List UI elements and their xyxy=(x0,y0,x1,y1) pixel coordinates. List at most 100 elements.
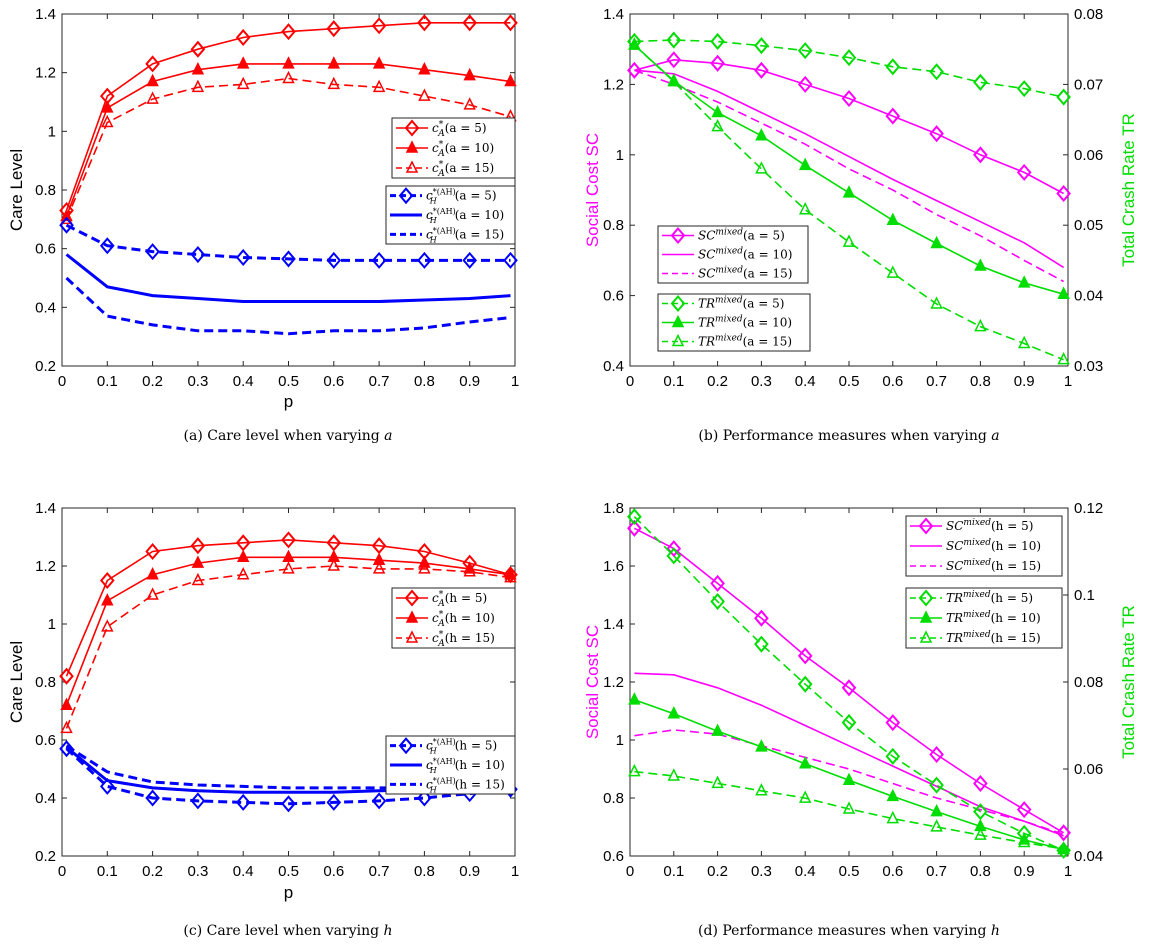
data-point xyxy=(930,819,943,832)
data-point xyxy=(60,720,73,734)
legend-entry-label: c* A(a = 10) xyxy=(432,140,494,159)
y-tick-label: 1.2 xyxy=(603,674,624,691)
data-point xyxy=(59,667,74,685)
data-point xyxy=(372,56,386,69)
y-right-tick-label: 0.08 xyxy=(1074,674,1103,691)
y-tick-label: 0.2 xyxy=(35,848,56,865)
x-tick-label: 0.6 xyxy=(323,863,344,880)
data-point xyxy=(418,88,431,101)
data-point xyxy=(235,28,251,47)
data-point xyxy=(101,593,114,606)
data-point xyxy=(841,679,857,697)
data-point xyxy=(99,571,115,590)
y-right-tick-label: 0.06 xyxy=(1074,147,1103,164)
data-point xyxy=(754,37,769,55)
data-point xyxy=(1057,286,1070,299)
data-point xyxy=(145,243,160,261)
data-point xyxy=(842,801,856,814)
series-2 xyxy=(634,69,1064,283)
series-line xyxy=(634,69,1065,269)
x-tick-label: 0 xyxy=(626,373,634,390)
series-line xyxy=(634,39,1064,98)
legend-marker xyxy=(919,610,933,623)
data-point xyxy=(1057,841,1070,854)
data-point xyxy=(236,76,250,90)
data-point xyxy=(1056,184,1071,203)
data-point xyxy=(60,211,73,225)
legend-entry-label: c*(AH) H (a = 15) xyxy=(426,226,504,244)
data-point xyxy=(145,55,160,73)
data-point xyxy=(327,76,341,90)
series-1 xyxy=(634,672,1064,837)
series-2 xyxy=(60,558,517,734)
x-tick-label: 0.8 xyxy=(970,373,991,390)
series-line xyxy=(634,770,1064,850)
y-tick-label: 0.2 xyxy=(35,358,56,375)
legend-marker xyxy=(405,610,419,623)
legend-marker xyxy=(670,226,686,245)
x-tick-label: 0.3 xyxy=(751,373,772,390)
data-point xyxy=(667,706,681,719)
data-point xyxy=(974,318,987,332)
data-point xyxy=(710,32,725,50)
data-point xyxy=(190,245,206,264)
legend-entry-label: SCmixed(h = 15) xyxy=(946,558,1041,573)
x-tick-label: 0.7 xyxy=(369,373,390,390)
data-point xyxy=(191,555,205,568)
legend-marker xyxy=(670,294,686,313)
y-tick-label: 1 xyxy=(48,123,56,140)
data-point xyxy=(666,31,682,49)
series-3 xyxy=(627,31,1071,106)
data-point xyxy=(146,567,159,580)
data-point xyxy=(281,250,296,268)
legend: SCmixed(a = 5) SCmixed(a = 10) SCmixed(a =… xyxy=(657,225,809,284)
y-axis-label: Social Cost SC xyxy=(583,625,602,739)
data-point xyxy=(146,587,159,600)
legend-entry-label: c*(AH) H (h = 5) xyxy=(426,738,497,756)
x-tick-label: 1 xyxy=(1064,863,1072,880)
legend-entry-label: TRmixed(a = 10) xyxy=(698,315,792,330)
y-right-tick-label: 0.05 xyxy=(1074,217,1103,234)
x-tick-label: 0 xyxy=(58,863,66,880)
data-point xyxy=(797,675,813,693)
data-point xyxy=(798,756,812,769)
x-tick-label: 1 xyxy=(511,373,519,390)
legend-entry-label: c* A(h = 5) xyxy=(432,590,487,609)
data-point xyxy=(929,125,944,143)
x-axis-label: p xyxy=(284,392,293,411)
data-point xyxy=(59,216,74,234)
series-0 xyxy=(627,51,1071,203)
x-tick-label: 0.1 xyxy=(97,863,118,880)
data-point xyxy=(190,537,206,555)
x-tick-label: 0.2 xyxy=(707,863,728,880)
x-tick-label: 0.7 xyxy=(369,863,390,880)
legend-entry-label: SCmixed(h = 10) xyxy=(946,538,1041,553)
legend-marker xyxy=(398,737,414,755)
data-point xyxy=(754,635,769,653)
y-right-tick-label: 0.06 xyxy=(1074,761,1103,778)
data-point xyxy=(885,107,901,125)
legend-marker xyxy=(918,589,934,607)
data-point xyxy=(504,569,517,583)
legend-marker xyxy=(404,119,420,137)
data-point xyxy=(282,56,295,69)
legend-entry-label: TRmixed(h = 5) xyxy=(946,590,1033,605)
legend-entry-label: c* A(h = 10) xyxy=(432,610,495,629)
x-tick-label: 0.9 xyxy=(1014,373,1035,390)
data-point xyxy=(282,70,295,84)
data-point xyxy=(372,79,386,93)
data-point xyxy=(190,792,206,810)
data-point xyxy=(667,768,681,781)
legend: c* A(h = 5)c* A(h = 10)c* A(h = 15) xyxy=(391,587,516,649)
series-line xyxy=(634,58,1064,195)
legend: SCmixed(h = 5) SCmixed(h = 10) SCmixed(h =… xyxy=(905,515,1063,577)
legend: TRmixed(a = 5) TRmixed(a = 10) TRmixed(a =… xyxy=(657,293,811,352)
data-point xyxy=(1017,275,1031,288)
legend-entry-label: c*(AH) H (h = 15) xyxy=(426,776,505,794)
series-line xyxy=(65,223,511,262)
x-tick-label: 0 xyxy=(626,863,634,880)
y-tick-label: 0.6 xyxy=(603,848,624,865)
legend-marker xyxy=(919,630,933,643)
data-point xyxy=(145,542,160,561)
series-2 xyxy=(634,729,1064,836)
